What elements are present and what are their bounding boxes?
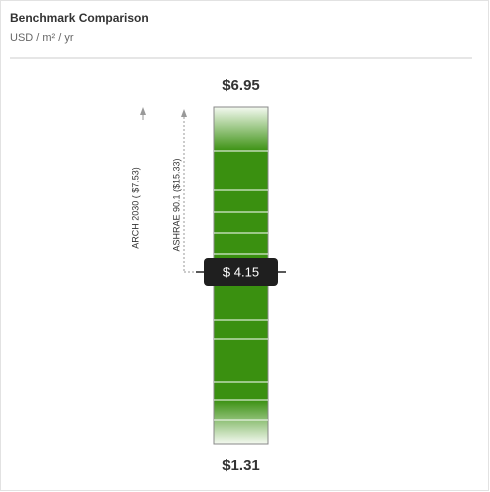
bar-bottom-fade [214,400,268,444]
current-marker: $ 4.15 [196,258,286,286]
benchmark-label: ASHRAE 90.1 ($15.33) [171,158,181,251]
max-label: $6.95 [222,77,260,94]
bar-top-fade [214,107,268,152]
benchmark-arch: ARCH 2030 ( $7.53) [130,107,146,249]
min-label: $1.31 [222,457,260,474]
gauge-bar [213,106,269,445]
title: Benchmark Comparison [10,11,149,25]
bar-dividers [214,150,268,421]
current-label: $ 4.15 [223,264,259,279]
benchmark-label: ARCH 2030 ( $7.53) [130,167,140,249]
subtitle: USD / m² / yr [10,32,74,44]
